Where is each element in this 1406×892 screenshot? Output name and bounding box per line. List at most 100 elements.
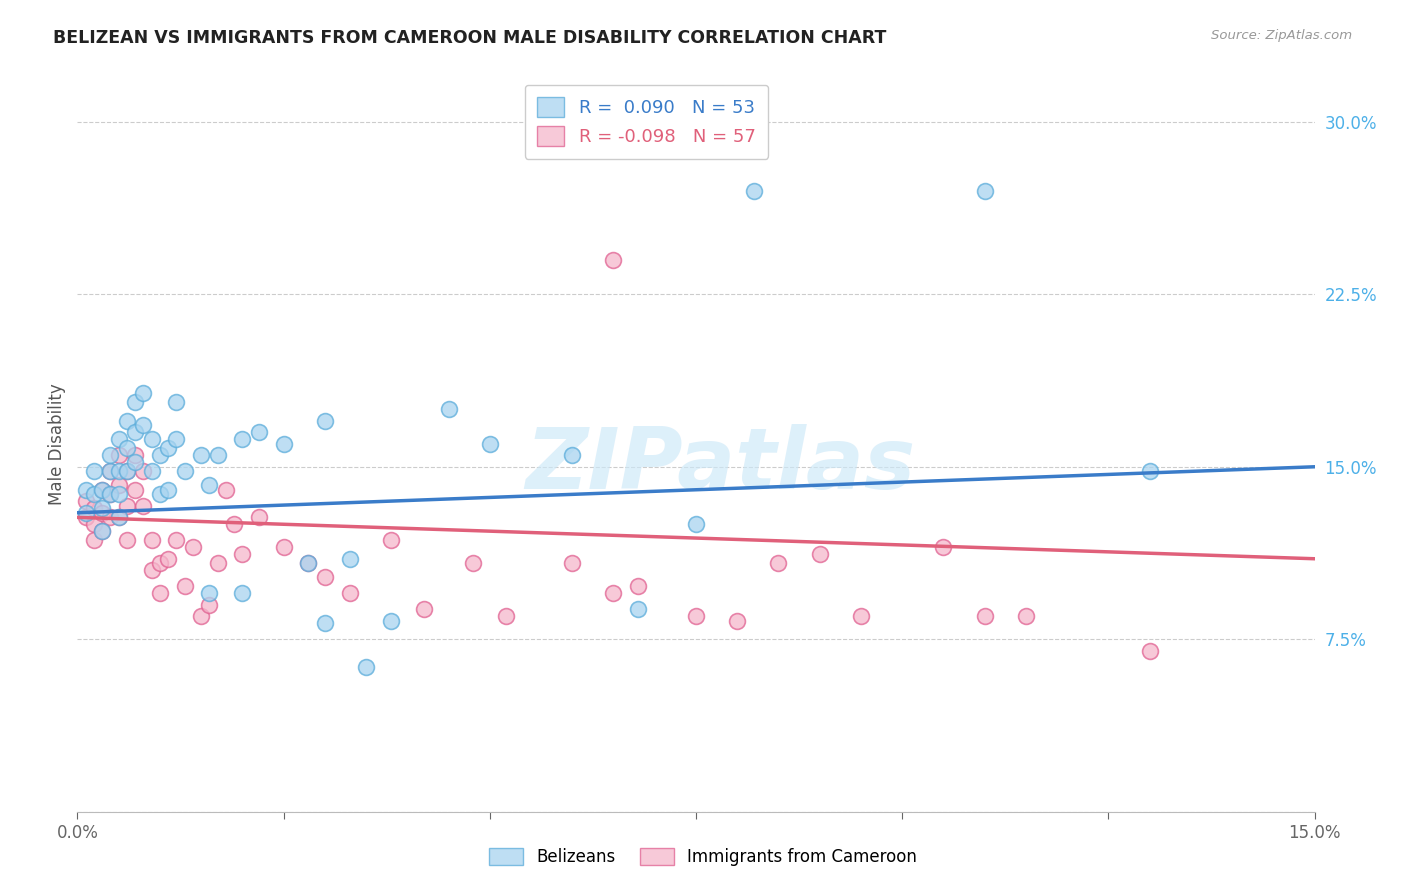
Point (190, 609, 212, 624)
Text: ZIPatlas: ZIPatlas (526, 425, 915, 508)
Point (561, 448, 583, 462)
Point (1015, 609, 1038, 624)
Point (685, 609, 707, 624)
Point (91, 524, 114, 538)
Point (273, 541, 295, 555)
Point (173, 464, 195, 478)
Point (107, 487, 129, 501)
Point (231, 547, 253, 561)
Point (107, 510, 129, 524)
Point (165, 432, 187, 446)
Legend: Belizeans, Immigrants from Cameroon: Belizeans, Immigrants from Cameroon (482, 841, 924, 873)
Point (849, 609, 872, 624)
Point (91, 501, 114, 516)
Point (157, 551, 180, 566)
Point (124, 455, 146, 469)
Point (124, 483, 146, 497)
Point (157, 442, 180, 456)
Point (98, 464, 121, 478)
Point (98, 487, 121, 501)
Point (165, 395, 187, 409)
Point (198, 598, 221, 612)
Point (115, 464, 138, 478)
Point (124, 395, 146, 409)
Point (207, 557, 229, 571)
Point (98, 510, 121, 524)
Point (98, 487, 121, 501)
Point (83, 487, 105, 501)
Point (339, 551, 361, 566)
Point (115, 414, 138, 428)
Point (115, 533, 138, 548)
Point (627, 579, 650, 593)
Point (173, 579, 195, 593)
Point (297, 557, 319, 571)
Point (115, 442, 138, 456)
Point (141, 563, 163, 577)
Point (91, 483, 114, 497)
Text: Source: ZipAtlas.com: Source: ZipAtlas.com (1212, 29, 1353, 42)
Point (1139, 464, 1161, 478)
Point (314, 570, 336, 584)
Point (115, 464, 138, 478)
Point (463, 557, 485, 571)
Point (149, 557, 172, 571)
Point (207, 448, 229, 462)
Point (107, 510, 129, 524)
Point (742, 184, 765, 198)
Point (768, 557, 790, 571)
Point (808, 547, 831, 561)
Point (198, 586, 221, 600)
Point (602, 252, 624, 267)
Legend: R =  0.090   N = 53, R = -0.098   N = 57: R = 0.090 N = 53, R = -0.098 N = 57 (524, 85, 768, 159)
Point (98, 464, 121, 478)
Point (932, 541, 955, 555)
Point (627, 602, 650, 616)
Point (149, 487, 172, 501)
Point (141, 533, 163, 548)
Point (75, 510, 97, 524)
Point (75, 494, 97, 508)
Point (198, 478, 221, 492)
Point (973, 609, 995, 624)
Point (314, 414, 336, 428)
Point (157, 483, 180, 497)
Point (83, 464, 105, 478)
Point (83, 533, 105, 548)
Point (181, 541, 204, 555)
Point (75, 483, 97, 497)
Point (314, 616, 336, 631)
Point (412, 602, 434, 616)
Point (190, 448, 212, 462)
Point (149, 586, 172, 600)
Point (222, 517, 245, 532)
Point (561, 557, 583, 571)
Point (83, 517, 105, 532)
Point (107, 464, 129, 478)
Point (132, 418, 155, 433)
Point (132, 499, 155, 513)
Point (91, 506, 114, 520)
Point (124, 448, 146, 462)
Point (132, 386, 155, 401)
Point (602, 586, 624, 600)
Point (91, 483, 114, 497)
Text: BELIZEAN VS IMMIGRANTS FROM CAMEROON MALE DISABILITY CORRELATION CHART: BELIZEAN VS IMMIGRANTS FROM CAMEROON MAL… (53, 29, 887, 46)
Point (83, 501, 105, 516)
Point (98, 448, 121, 462)
Point (149, 448, 172, 462)
Point (141, 432, 163, 446)
Point (132, 464, 155, 478)
Point (380, 614, 402, 628)
Point (107, 478, 129, 492)
Point (354, 660, 377, 674)
Point (231, 586, 253, 600)
Point (297, 557, 319, 571)
Point (380, 533, 402, 548)
Point (247, 425, 270, 440)
Point (215, 483, 238, 497)
Point (231, 432, 253, 446)
Point (75, 506, 97, 520)
Point (141, 464, 163, 478)
Point (973, 184, 995, 198)
